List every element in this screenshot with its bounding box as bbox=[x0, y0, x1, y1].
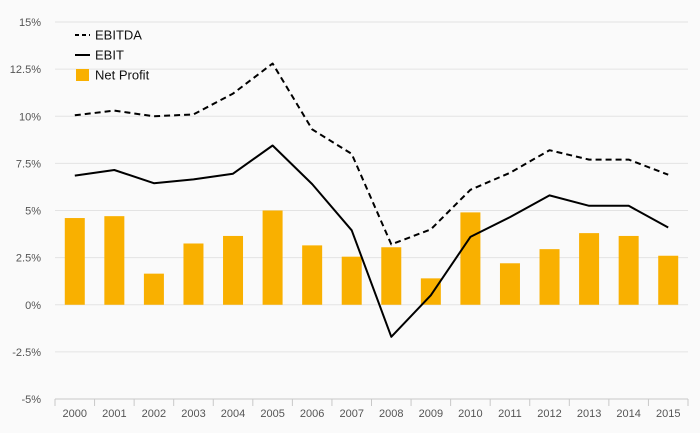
y-tick-label: 5% bbox=[25, 206, 41, 218]
y-tick-label: 12.5% bbox=[10, 64, 41, 76]
net-profit-bar bbox=[499, 263, 520, 305]
y-tick-label: -5% bbox=[21, 394, 41, 406]
ebitda-line bbox=[74, 62, 669, 246]
legend-label: Net Profit bbox=[95, 68, 150, 83]
net-profit-bar bbox=[579, 233, 600, 305]
legend: EBITDA EBIT Net Profit bbox=[75, 28, 150, 83]
x-tick-label: 2014 bbox=[616, 408, 640, 420]
grid-lines bbox=[55, 21, 688, 400]
x-tick-label: 2009 bbox=[419, 408, 443, 420]
x-axis: 2000 2001 2002 2003 2004 2005 2006 2007 2008 2009… bbox=[54, 398, 689, 420]
y-tick-label: 15% bbox=[19, 17, 41, 29]
x-tick-label: 2006 bbox=[300, 408, 324, 420]
x-tick-label: 2002 bbox=[142, 408, 166, 420]
x-tick-label: 2005 bbox=[260, 408, 284, 420]
net-profit-bar bbox=[64, 218, 85, 305]
y-tick-label: -2.5% bbox=[12, 347, 41, 359]
y-tick-label: 10% bbox=[19, 111, 41, 123]
net-profit-bar bbox=[341, 256, 362, 305]
x-tick-label: 2008 bbox=[379, 408, 403, 420]
x-tick-label: 2000 bbox=[63, 408, 87, 420]
legend-label: EBITDA bbox=[95, 28, 142, 43]
net-profit-bar bbox=[223, 235, 244, 305]
net-profit-bar bbox=[539, 249, 560, 305]
x-tick-label: 2012 bbox=[537, 408, 561, 420]
net-profit-bar bbox=[302, 245, 323, 305]
ebit-line bbox=[74, 144, 669, 338]
x-tick-label: 2007 bbox=[339, 408, 363, 420]
legend-swatch-net-profit bbox=[76, 69, 89, 81]
line-series bbox=[74, 62, 669, 338]
x-tick-label: 2010 bbox=[458, 408, 482, 420]
net-profit-bars bbox=[64, 210, 679, 305]
x-tick-label: 2011 bbox=[498, 408, 522, 420]
legend-label: EBIT bbox=[95, 48, 124, 63]
x-tick-label: 2015 bbox=[656, 408, 680, 420]
net-profit-bar bbox=[420, 278, 441, 305]
x-tick-label: 2001 bbox=[102, 408, 126, 420]
net-profit-bar bbox=[658, 255, 679, 305]
y-tick-label: 7.5% bbox=[16, 158, 41, 170]
net-profit-bar bbox=[104, 216, 125, 305]
net-profit-bar bbox=[381, 247, 402, 305]
x-tick-label: 2003 bbox=[181, 408, 205, 420]
net-profit-bar bbox=[262, 210, 283, 305]
y-tick-label: 2.5% bbox=[16, 253, 41, 265]
y-axis: 15% 12.5% 10% 7.5% 5% 2.5% 0% -2.5% -5% bbox=[10, 17, 41, 406]
net-profit-bar bbox=[460, 212, 481, 305]
net-profit-bar bbox=[183, 243, 204, 305]
x-tick-label: 2013 bbox=[577, 408, 601, 420]
y-tick-label: 0% bbox=[25, 300, 41, 312]
x-tick-label: 2004 bbox=[221, 408, 245, 420]
net-profit-bar bbox=[143, 273, 164, 305]
net-profit-bar bbox=[618, 235, 639, 305]
